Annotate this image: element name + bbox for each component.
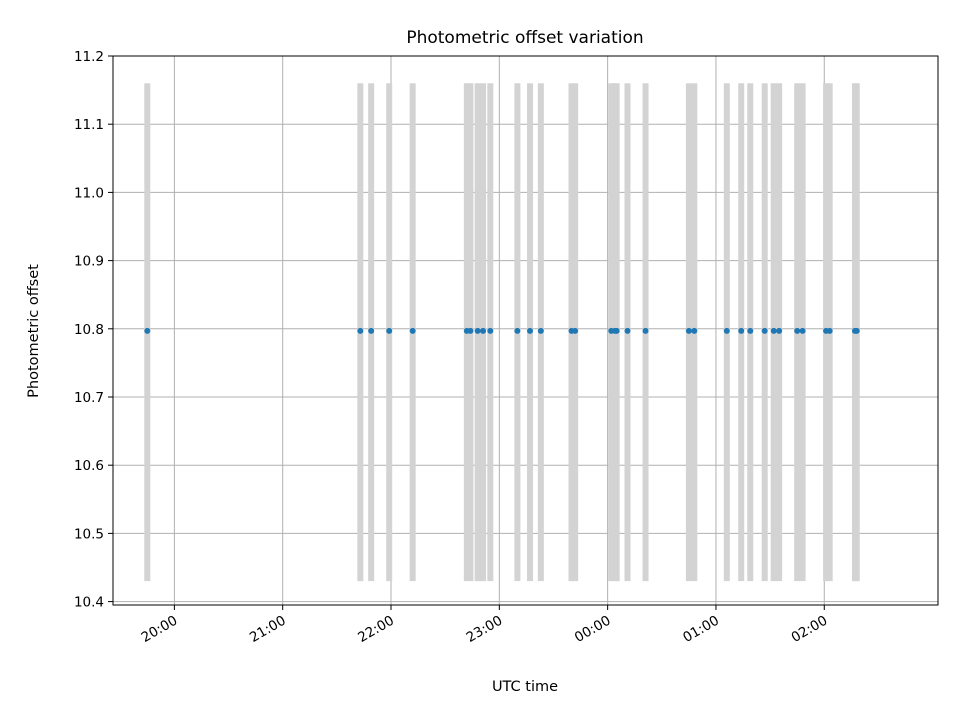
chart-title: Photometric offset variation [406, 28, 643, 48]
y-tick-label: 10.9 [74, 254, 104, 270]
data-point [685, 327, 692, 334]
data-point [368, 327, 375, 334]
data-points [144, 327, 860, 334]
data-point [613, 327, 620, 334]
data-point [467, 327, 474, 334]
grid [113, 55, 938, 605]
x-tick-label: 01:00 [680, 613, 722, 646]
data-point [761, 327, 768, 334]
y-tick-label: 10.4 [74, 595, 104, 611]
x-axis-label: UTC time [492, 679, 558, 695]
data-point [487, 327, 494, 334]
data-point [537, 327, 544, 334]
x-tick-label: 22:00 [355, 613, 397, 646]
data-point [572, 327, 579, 334]
data-point [357, 327, 364, 334]
data-point [799, 327, 806, 334]
x-tick-label: 23:00 [464, 613, 506, 646]
data-point [527, 327, 534, 334]
data-point [144, 327, 151, 334]
y-tick-label: 11.2 [74, 49, 104, 65]
y-ticks: 10.4 10.5 10.6 10.7 10.8 10.9 11.0 11.1 11.2 [74, 49, 113, 611]
data-point [642, 327, 649, 334]
data-point [514, 327, 521, 334]
y-tick-label: 10.5 [74, 526, 104, 542]
data-point [723, 327, 730, 334]
plot-frame [112, 55, 939, 606]
data-point [794, 327, 801, 334]
x-tick-label: 00:00 [572, 613, 614, 646]
y-tick-label: 10.6 [74, 458, 104, 474]
data-point [409, 327, 416, 334]
x-ticks: 20:00 21:00 22:00 23:00 00:00 01:00 02:00 [139, 605, 831, 646]
y-axis-label: Photometric offset [26, 264, 42, 398]
data-point [853, 327, 860, 334]
y-tick-label: 11.0 [74, 185, 104, 201]
y-tick-label: 11.1 [74, 117, 104, 133]
x-tick-label: 20:00 [139, 613, 181, 646]
x-tick-label: 21:00 [247, 613, 289, 646]
y-tick-label: 10.7 [74, 390, 104, 406]
data-point [738, 327, 745, 334]
y-tick-label: 10.8 [74, 322, 104, 338]
data-point [691, 327, 698, 334]
data-point [480, 327, 487, 334]
data-point [826, 327, 833, 334]
data-point [624, 327, 631, 334]
data-point [770, 327, 777, 334]
data-point [386, 327, 393, 334]
data-point [474, 327, 481, 334]
data-point [776, 327, 783, 334]
data-point [747, 327, 754, 334]
x-tick-label: 02:00 [789, 613, 831, 646]
